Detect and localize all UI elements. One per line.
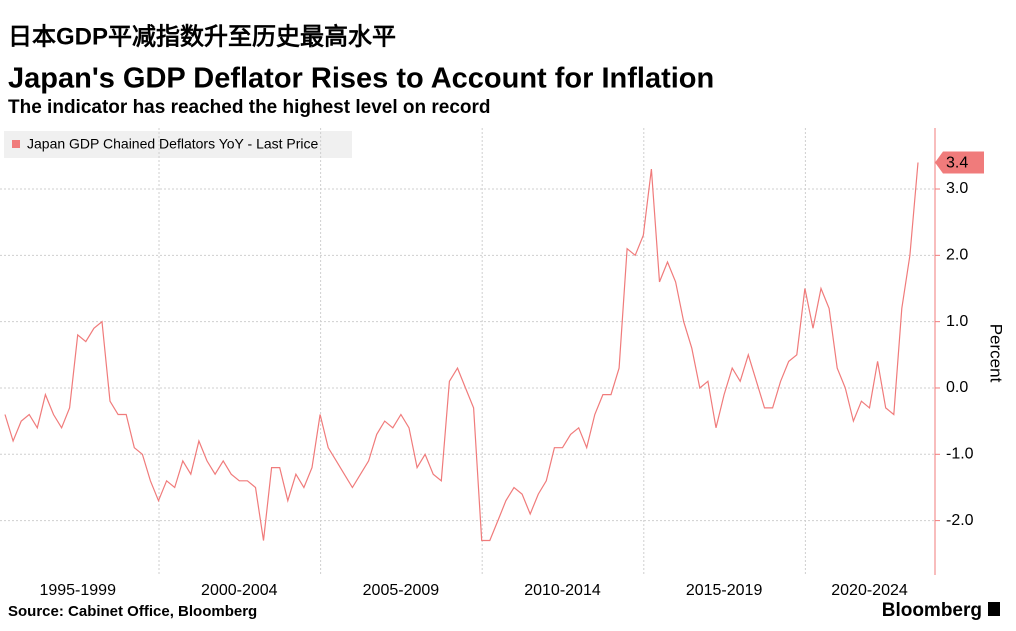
x-tick-label: 1995-1999 — [39, 582, 116, 599]
y-tick-label: 1.0 — [946, 313, 968, 330]
x-tick-label: 2000-2004 — [201, 582, 278, 599]
y-tick-label: 2.0 — [946, 247, 968, 264]
x-tick-label: 2005-2009 — [363, 582, 440, 599]
legend-swatch — [12, 140, 20, 148]
chart-title: Japan's GDP Deflator Rises to Account fo… — [8, 63, 714, 95]
data-line — [4, 162, 919, 542]
legend-box — [4, 131, 352, 158]
y-tick-label: -1.0 — [946, 446, 974, 463]
brand: Bloomberg — [882, 600, 982, 621]
chinese-title: 日本GDP平减指数升至历史最高水平 — [8, 22, 396, 50]
y-axis-label: Percent — [987, 324, 1006, 383]
last-price-label: 3.4 — [946, 155, 968, 172]
x-tick-label: 2010-2014 — [524, 582, 601, 599]
x-tick-label: 2020-2024 — [831, 582, 908, 599]
brand-icon — [988, 602, 1000, 616]
last-price-tag — [935, 151, 984, 174]
legend-label: Japan GDP Chained Deflators YoY - Last P… — [27, 136, 319, 152]
y-tick-label: -2.0 — [946, 512, 974, 529]
y-tick-label: 3.0 — [946, 180, 968, 197]
source: Source: Cabinet Office, Bloomberg — [8, 603, 257, 620]
y-tick-label: 0.0 — [946, 379, 968, 396]
x-tick-label: 2015-2019 — [686, 582, 763, 599]
chart-subtitle: The indicator has reached the highest le… — [8, 97, 491, 118]
